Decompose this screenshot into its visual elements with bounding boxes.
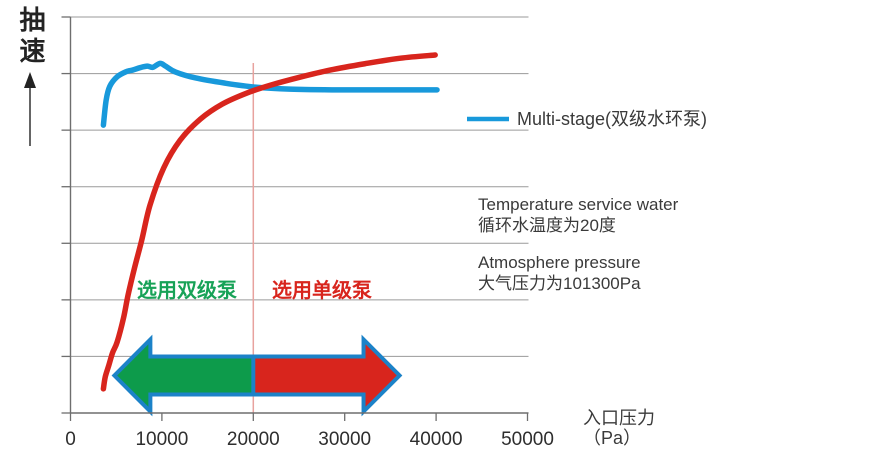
multi-stage-curve [100, 60, 440, 128]
x-tick-label: 0 [65, 429, 76, 450]
zone-label-single-stage: 选用单级泵 [272, 278, 372, 302]
note-temperature-en: Temperature service water [478, 195, 679, 214]
x-axis-title-line1: 入口压力 [583, 408, 655, 428]
note-temperature-cn: 循环水温度为20度 [478, 216, 616, 235]
note-pressure-cn: 大气压力为101300Pa [478, 274, 641, 293]
note-pressure-en: Atmosphere pressure [478, 253, 641, 272]
y-axis-arrow-icon [24, 72, 36, 146]
x-tick-label: 40000 [410, 429, 463, 450]
legend: Multi-stage(双级水环泵) [467, 109, 707, 129]
selection-arrow-single-stage-segment [253, 339, 400, 412]
selection-arrow-dual-stage-segment [114, 339, 254, 412]
x-tick-label: 50000 [501, 429, 554, 450]
notes-block: Temperature service water 循环水温度为20度 Atmo… [478, 195, 679, 293]
legend-label: Multi-stage(双级水环泵) [517, 109, 707, 129]
y-axis-label: 抽速 [16, 6, 46, 68]
x-axis-title-line2: （Pa） [583, 428, 641, 448]
selection-arrow-outline [111, 334, 403, 417]
x-tick-label: 30000 [318, 429, 371, 450]
x-tick-label: 20000 [227, 429, 280, 450]
single-stage-curve [100, 52, 438, 392]
zone-label-dual-stage: 选用双级泵 [137, 278, 237, 302]
x-tick-label: 10000 [135, 429, 188, 450]
